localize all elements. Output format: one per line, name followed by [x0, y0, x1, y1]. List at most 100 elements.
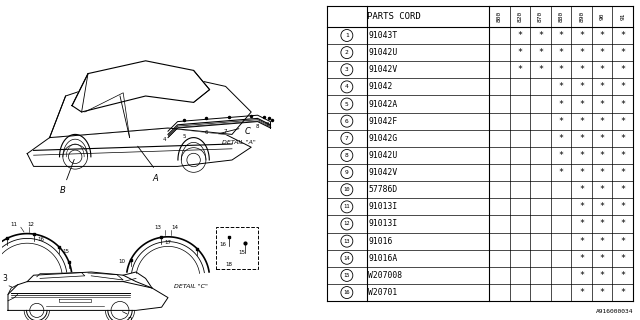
Text: *: *: [620, 254, 625, 263]
Text: 90: 90: [600, 13, 605, 20]
Text: 17: 17: [164, 240, 172, 245]
Text: 6: 6: [205, 130, 208, 135]
Text: *: *: [518, 48, 522, 57]
Text: 890: 890: [579, 11, 584, 22]
Text: *: *: [579, 82, 584, 92]
Text: 2: 2: [127, 317, 132, 320]
Text: *: *: [559, 100, 564, 108]
Text: 91042V: 91042V: [368, 168, 397, 177]
Text: 880: 880: [559, 11, 564, 22]
Text: 91016: 91016: [368, 236, 393, 246]
Text: *: *: [620, 220, 625, 228]
Text: *: *: [579, 236, 584, 246]
Text: *: *: [559, 82, 564, 92]
Text: 91042U: 91042U: [368, 48, 397, 57]
Text: 13: 13: [344, 239, 350, 244]
Text: 91016A: 91016A: [368, 254, 397, 263]
Text: 91042: 91042: [368, 82, 393, 92]
Text: 91042G: 91042G: [368, 134, 397, 143]
Polygon shape: [72, 61, 209, 112]
Text: 91042A: 91042A: [368, 100, 397, 108]
Text: *: *: [620, 288, 625, 297]
Text: 10: 10: [344, 187, 350, 192]
Text: 15: 15: [238, 250, 245, 255]
Text: *: *: [579, 271, 584, 280]
Text: *: *: [600, 134, 605, 143]
Text: DETAIL "A": DETAIL "A": [221, 140, 255, 145]
Text: 4: 4: [345, 84, 349, 89]
Text: 16: 16: [219, 243, 226, 247]
Text: *: *: [579, 220, 584, 228]
Text: *: *: [600, 65, 605, 74]
Text: 5: 5: [345, 101, 349, 107]
Text: *: *: [579, 185, 584, 194]
Text: 14: 14: [344, 256, 350, 261]
Text: 9: 9: [345, 170, 349, 175]
Text: 6: 6: [345, 119, 349, 124]
Text: 12: 12: [344, 221, 350, 227]
Text: 7: 7: [345, 136, 349, 141]
Text: 11: 11: [11, 222, 17, 227]
Text: 5: 5: [182, 133, 186, 139]
Text: *: *: [579, 48, 584, 57]
Text: 15: 15: [62, 249, 69, 254]
Text: *: *: [559, 31, 564, 40]
Text: *: *: [538, 31, 543, 40]
Text: *: *: [620, 236, 625, 246]
Text: 13: 13: [155, 225, 161, 230]
Text: *: *: [579, 117, 584, 126]
Text: 11: 11: [344, 204, 350, 209]
Text: *: *: [559, 48, 564, 57]
Polygon shape: [8, 282, 168, 310]
Text: *: *: [620, 168, 625, 177]
Text: *: *: [538, 48, 543, 57]
Text: C: C: [244, 127, 251, 136]
Text: *: *: [518, 65, 522, 74]
Text: *: *: [579, 134, 584, 143]
Text: *: *: [559, 151, 564, 160]
Text: 14: 14: [171, 225, 178, 230]
Text: B: B: [60, 186, 65, 195]
Text: 3: 3: [345, 67, 349, 72]
Text: DETAIL "B": DETAIL "B": [43, 284, 77, 289]
Text: *: *: [600, 271, 605, 280]
Text: *: *: [600, 117, 605, 126]
Text: *: *: [579, 65, 584, 74]
Text: *: *: [620, 271, 625, 280]
Text: *: *: [600, 48, 605, 57]
Text: *: *: [600, 288, 605, 297]
Text: *: *: [559, 134, 564, 143]
Text: *: *: [600, 254, 605, 263]
Text: *: *: [620, 65, 625, 74]
Text: 91043T: 91043T: [368, 31, 397, 40]
Text: *: *: [559, 65, 564, 74]
Text: 1: 1: [63, 302, 68, 311]
Text: 1: 1: [345, 33, 349, 38]
Text: *: *: [620, 100, 625, 108]
Text: 820: 820: [518, 11, 522, 22]
Text: *: *: [600, 100, 605, 108]
Text: 8: 8: [345, 153, 349, 158]
Text: 91013I: 91013I: [368, 202, 397, 211]
Text: 9: 9: [266, 122, 269, 127]
Text: *: *: [559, 117, 564, 126]
Text: 2: 2: [345, 50, 349, 55]
Text: *: *: [579, 254, 584, 263]
Text: *: *: [620, 82, 625, 92]
Text: W20701: W20701: [368, 288, 397, 297]
Text: 91: 91: [620, 13, 625, 20]
Text: *: *: [600, 220, 605, 228]
Text: 15: 15: [344, 273, 350, 278]
Text: *: *: [600, 236, 605, 246]
Text: *: *: [579, 100, 584, 108]
Text: *: *: [579, 288, 584, 297]
Text: *: *: [620, 151, 625, 160]
Text: *: *: [620, 48, 625, 57]
Text: PARTS CORD: PARTS CORD: [367, 12, 421, 21]
Text: 57786D: 57786D: [368, 185, 397, 194]
Text: 4: 4: [163, 137, 166, 142]
Text: *: *: [600, 82, 605, 92]
Text: *: *: [579, 31, 584, 40]
Text: *: *: [538, 65, 543, 74]
Text: W207008: W207008: [368, 271, 403, 280]
